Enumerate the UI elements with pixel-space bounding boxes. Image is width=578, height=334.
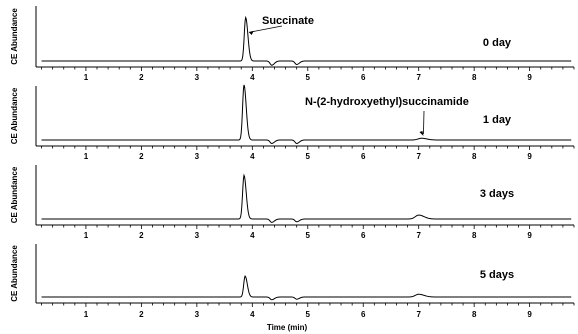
x-tick-label: 8 [472, 73, 477, 82]
y-axis-label: CE Abundance [10, 8, 19, 65]
x-tick-label: 5 [306, 73, 311, 82]
panel-3: 1 2 3 4 5 6 7 8 9 CE Abundance 3 days [10, 165, 575, 240]
x-tick-label: 5 [306, 231, 311, 240]
x-tick-label: 1 [84, 152, 89, 161]
x-tick-label: 8 [472, 231, 477, 240]
annotation-arrowhead [419, 131, 424, 136]
series-trace [41, 173, 572, 223]
x-tick-label: 6 [361, 310, 366, 319]
x-tick-label: 1 [84, 310, 89, 319]
x-tick-label: 2 [139, 73, 144, 82]
y-axis-label: CE Abundance [10, 166, 19, 223]
y-axis-label: CE Abundance [10, 87, 19, 144]
x-tick-label: 1 [84, 231, 89, 240]
panel-2: 1 2 3 4 5 6 7 8 9 CE Abundance 1 day N-(2-hydroxyet… [10, 84, 575, 161]
x-tick-label: 7 [416, 310, 421, 319]
x-tick-label: 8 [472, 152, 477, 161]
annotation-label: N-(2-hydroxyethyl)succinamide [305, 96, 469, 108]
panel-label: 1 day [483, 114, 512, 126]
panel-4: 1 2 3 4 5 6 7 8 9 CE Abundance 5 days [10, 244, 575, 319]
annotation-arrowhead [248, 31, 254, 35]
x-tick-label: 5 [306, 310, 311, 319]
x-tick-label: 2 [139, 231, 144, 240]
x-tick-label: 7 [416, 73, 421, 82]
x-tick-label: 4 [250, 310, 255, 319]
x-tick-label: 3 [195, 310, 200, 319]
x-tick-label: 6 [361, 231, 366, 240]
x-tick-label: 7 [416, 152, 421, 161]
y-axis-label: CE Abundance [10, 245, 19, 302]
x-axis-label: Time (min) [267, 323, 308, 332]
x-tick-label: 3 [195, 73, 200, 82]
x-tick-label: 9 [527, 152, 532, 161]
x-tick-label: 6 [361, 152, 366, 161]
panel-1: 1 2 3 4 5 6 7 8 9 CE Abundance 0 day Succinate [10, 6, 575, 82]
x-tick-label: 5 [306, 152, 311, 161]
x-tick-label: 4 [250, 73, 255, 82]
x-tick-label: 2 [139, 152, 144, 161]
x-tick-label: 3 [195, 152, 200, 161]
x-tick-label: 9 [527, 231, 532, 240]
annotation-arrow [423, 110, 425, 135]
x-tick-label: 8 [472, 310, 477, 319]
x-tick-label: 3 [195, 231, 200, 240]
x-tick-label: 9 [527, 73, 532, 82]
annotation-arrow [250, 25, 283, 33]
panel-label: 5 days [480, 269, 514, 281]
series-trace [41, 15, 572, 66]
x-tick-label: 6 [361, 73, 366, 82]
series-trace [41, 84, 572, 144]
series-trace [41, 275, 572, 301]
x-tick-label: 1 [84, 73, 89, 82]
x-tick-label: 4 [250, 231, 255, 240]
x-tick-label: 2 [139, 310, 144, 319]
panel-label: 0 day [483, 37, 512, 49]
x-tick-label: 9 [527, 310, 532, 319]
x-tick-label: 7 [416, 231, 421, 240]
x-tick-label: 4 [250, 152, 255, 161]
annotation-label: Succinate [262, 15, 314, 27]
panel-label: 3 days [480, 188, 514, 200]
